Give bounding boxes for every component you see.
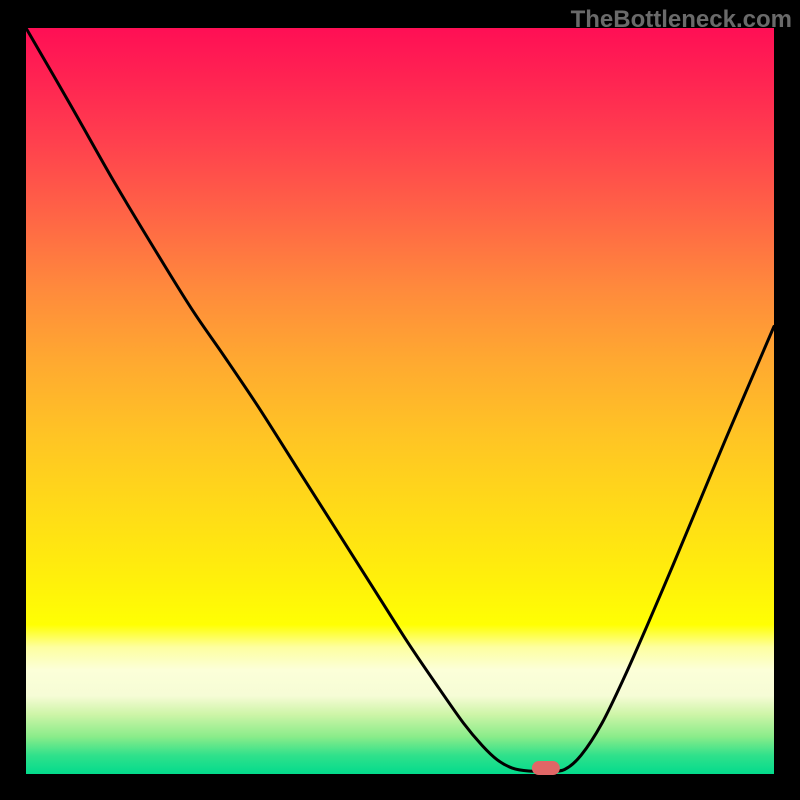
watermark-text: TheBottleneck.com bbox=[571, 6, 792, 34]
optimal-marker bbox=[532, 761, 560, 775]
plot-area bbox=[26, 28, 774, 774]
marker-layer bbox=[26, 28, 774, 774]
chart-root: TheBottleneck.com bbox=[0, 0, 800, 800]
